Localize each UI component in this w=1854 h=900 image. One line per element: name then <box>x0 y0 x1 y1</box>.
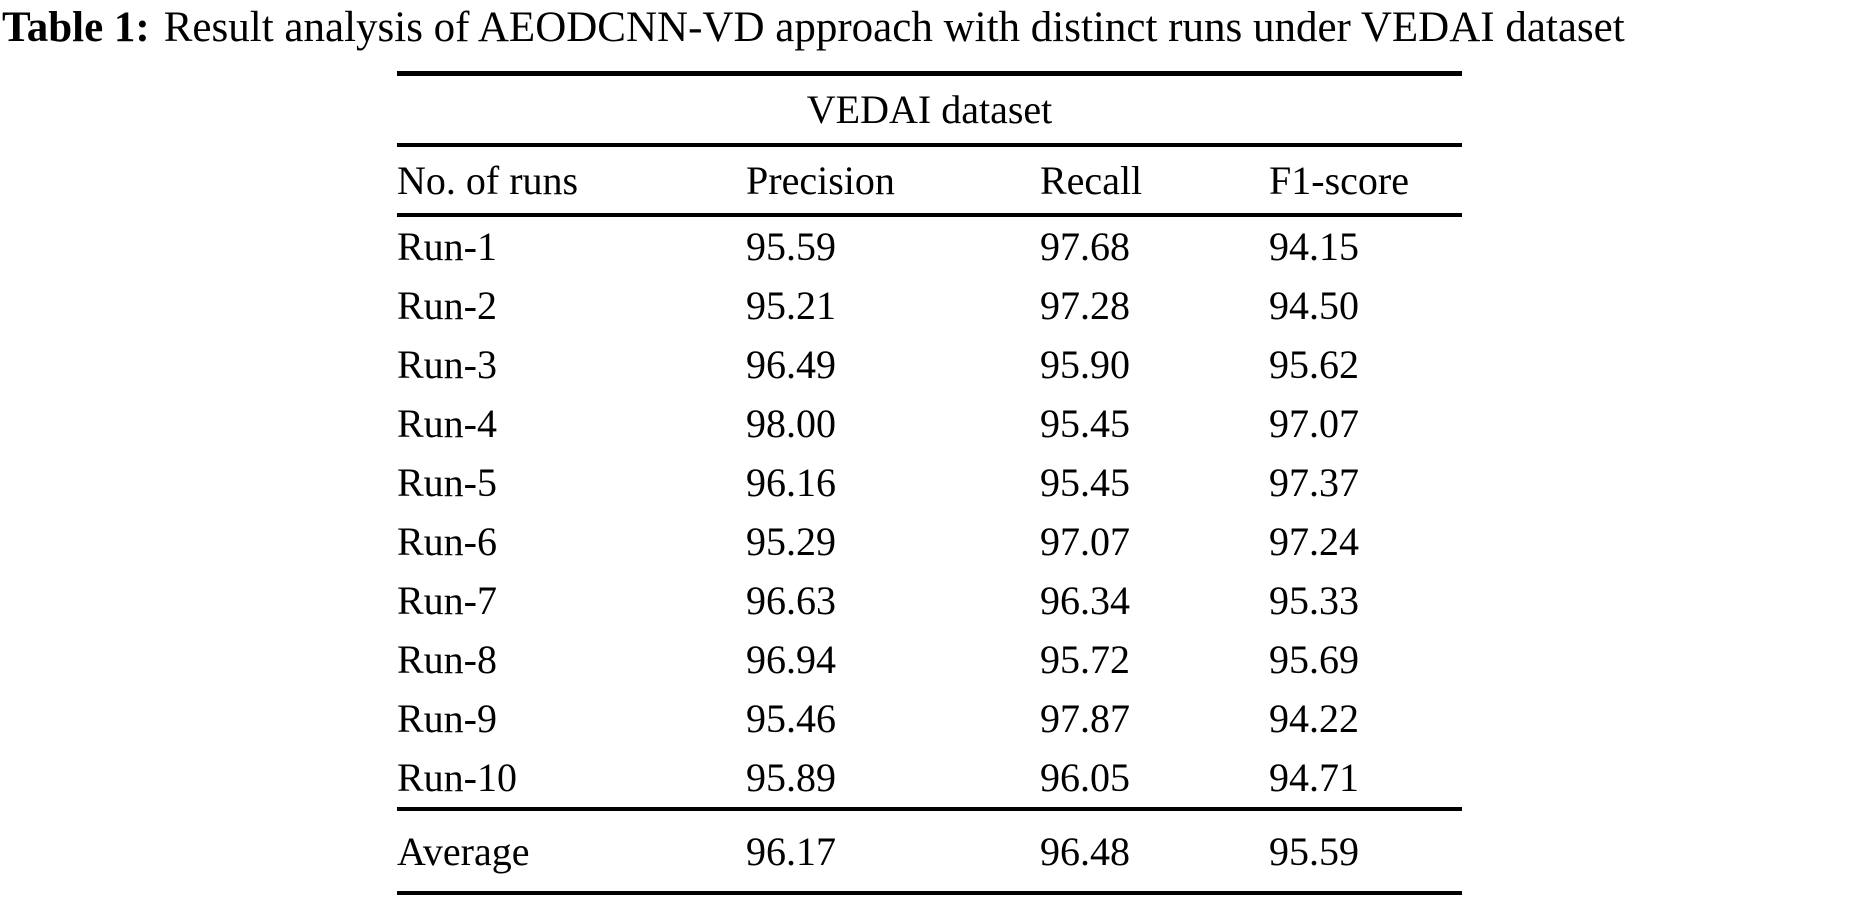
recall-value: 96.05 <box>1040 748 1269 811</box>
average-row: Average 96.17 96.48 95.59 <box>397 809 1462 893</box>
f1-value: 95.33 <box>1269 578 1359 623</box>
recall-value: 95.45 <box>1040 460 1130 505</box>
group-header-row: VEDAI dataset <box>397 73 1463 147</box>
f1-value: 97.24 <box>1269 519 1359 564</box>
group-header: VEDAI dataset <box>397 73 1463 147</box>
recall-value: 97.87 <box>1040 696 1130 741</box>
column-header-row: No. of runs Precision Recall F1-score <box>397 145 1463 217</box>
column-header-precision: Precision <box>746 145 1040 217</box>
run-label: Run-5 <box>397 460 497 505</box>
table-row: Run-5 96.16 95.45 97.37 <box>397 453 1462 512</box>
f1-value: 95.62 <box>1269 342 1359 387</box>
run-label: Run-6 <box>397 519 497 564</box>
column-header-f1: F1-score <box>1269 145 1463 217</box>
recall-value: 95.90 <box>1040 342 1130 387</box>
f1-value: 94.71 <box>1269 748 1463 811</box>
precision-value: 95.29 <box>746 519 836 564</box>
table-row: Run-4 98.00 95.45 97.07 <box>397 394 1462 453</box>
run-label: Run-9 <box>397 696 497 741</box>
table-caption: Table 1: Result analysis of AEODCNN-VD ap… <box>2 0 1854 56</box>
recall-value: 97.28 <box>1040 283 1130 328</box>
f1-value: 94.22 <box>1269 696 1359 741</box>
precision-value: 96.63 <box>746 578 836 623</box>
precision-value: 95.89 <box>746 748 1040 811</box>
caption-label: Table 1: <box>2 4 150 51</box>
recall-value: 97.07 <box>1040 519 1130 564</box>
run-label: Run-10 <box>397 748 746 811</box>
recall-value: 97.68 <box>1040 224 1130 269</box>
run-label: Run-8 <box>397 637 497 682</box>
table-row: Run-6 95.29 97.07 97.24 <box>397 512 1462 571</box>
column-header-runs: No. of runs <box>397 145 746 217</box>
run-label: Run-4 <box>397 401 497 446</box>
table-row: Run-9 95.46 97.87 94.22 <box>397 689 1462 748</box>
run-label: Run-3 <box>397 342 497 387</box>
table-row: Run-10 95.89 96.05 94.71 <box>397 748 1463 811</box>
average-label: Average <box>397 828 530 874</box>
f1-value: 94.15 <box>1269 224 1359 269</box>
f1-value: 95.69 <box>1269 637 1359 682</box>
precision-value: 96.16 <box>746 460 836 505</box>
average-recall: 96.48 <box>1040 828 1130 874</box>
precision-value: 95.21 <box>746 283 836 328</box>
precision-value: 96.49 <box>746 342 836 387</box>
average-precision: 96.17 <box>746 828 836 874</box>
f1-value: 97.37 <box>1269 460 1359 505</box>
column-header-recall: Recall <box>1040 145 1269 217</box>
precision-value: 95.46 <box>746 696 836 741</box>
table-row: Run-2 95.21 97.28 94.50 <box>397 276 1462 335</box>
precision-value: 96.94 <box>746 637 836 682</box>
f1-value: 94.50 <box>1269 283 1359 328</box>
table-row: Run-7 96.63 96.34 95.33 <box>397 571 1462 630</box>
table-row: Run-1 95.59 97.68 94.15 <box>397 215 1462 276</box>
run-label: Run-2 <box>397 283 497 328</box>
f1-value: 97.07 <box>1269 401 1359 446</box>
recall-value: 95.45 <box>1040 401 1130 446</box>
run-label: Run-7 <box>397 578 497 623</box>
precision-value: 98.00 <box>746 401 836 446</box>
table-row: Run-8 96.94 95.72 95.69 <box>397 630 1462 689</box>
recall-value: 95.72 <box>1040 637 1130 682</box>
run-label: Run-1 <box>397 224 497 269</box>
average-f1: 95.59 <box>1269 828 1359 874</box>
table-row: Run-3 96.49 95.90 95.62 <box>397 335 1462 394</box>
results-table: VEDAI dataset No. of runs Precision Reca… <box>397 71 1463 895</box>
recall-value: 96.34 <box>1040 578 1130 623</box>
precision-value: 95.59 <box>746 224 836 269</box>
table-body: Run-1 95.59 97.68 94.15 Run-2 95.21 97.28 94.50… <box>397 215 1463 811</box>
caption-text: Result analysis of AEODCNN-VD approach w… <box>163 4 1625 51</box>
